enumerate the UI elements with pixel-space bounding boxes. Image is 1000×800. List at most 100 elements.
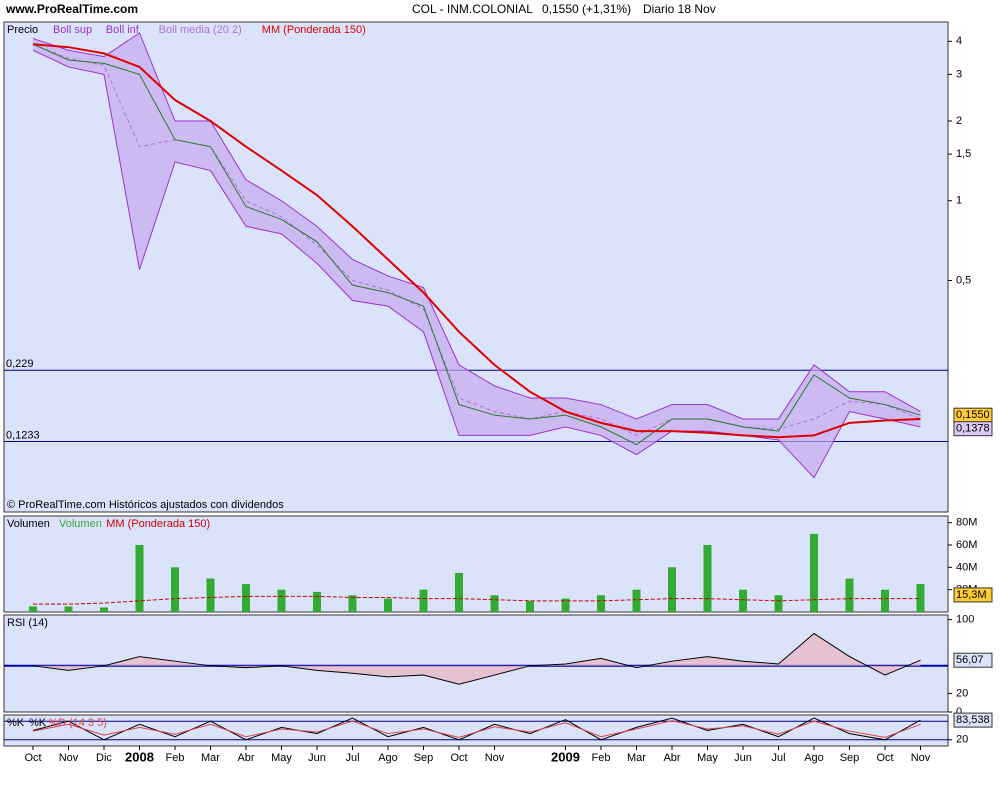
x-tick-label: Jul [345,752,359,764]
series-line [32,49,921,479]
volume-bar [526,600,534,612]
volume-bar [597,595,605,612]
legend-entry: MM (Ponderada 150) [262,24,366,36]
panel [3,714,949,747]
x-tick-label: Ago [378,752,398,764]
x-tick-label: Nov [485,752,505,764]
volume-bar [100,607,108,612]
x-tick-label: May [697,752,718,764]
last-value-label: 0,1378 [956,423,990,435]
x-tick-label: 2009 [551,749,580,764]
y-tick-label: 1 [956,195,962,207]
legend-entry: %D (14 3 5) [48,717,107,729]
last-value-label: 83,538 [956,714,990,726]
volume-bar [29,606,37,612]
legend-entry: Boll media (20 2) [159,24,242,36]
y-tick-label: 80M [956,517,977,529]
volume-bar [845,578,854,612]
rsi-area [33,633,921,685]
panel-label: Precio [7,24,38,36]
volume-bar [64,606,73,612]
bollinger-band [33,32,921,478]
x-tick-label: Oct [24,752,41,764]
panel-label: Volumen [7,518,50,530]
y-tick-label: 100 [956,614,974,626]
volume-bar [739,589,747,612]
volume-bar [313,591,321,612]
volume-bar [810,533,818,612]
volume-bar [916,584,925,612]
volume-bar [348,595,357,612]
volume-bar [277,589,286,612]
quote: 0,1550 (+1,31%) [542,2,631,16]
y-tick-label: 4 [956,35,962,47]
last-value-label: 0,1550 [956,409,990,421]
panel-label: RSI (14) [7,617,48,629]
y-tick-label: 0 [956,706,962,718]
x-tick-label: Mar [627,752,646,764]
volume-bar [490,595,499,612]
x-tick-label: Oct [450,752,467,764]
y-tick-label: 0,5 [956,274,971,286]
chart-title: COL - INM.COLONIAL [412,2,533,16]
last-value-box [953,712,993,728]
reference-label: 0,229 [6,358,34,370]
x-tick-label: Jul [771,752,785,764]
x-tick-label: May [271,752,292,764]
last-value-box [953,652,993,668]
volume-bar [135,545,144,612]
y-tick-label: 1,5 [956,148,971,160]
volume-bar [881,589,889,612]
x-tick-label: Sep [840,752,860,764]
y-tick-label: 3 [956,68,962,80]
volume-bar [171,567,179,612]
x-tick-label: Abr [663,752,680,764]
x-tick-label: Abr [237,752,254,764]
series-line [32,43,921,446]
volume-bar [668,567,676,612]
x-tick-label: Nov [911,752,931,764]
y-tick-label: 2 [956,115,962,127]
y-tick-label: 40M [956,561,977,573]
footer-note: © ProRealTime.com Históricos ajustados c… [7,499,284,511]
legend-entry: Boll sup [53,24,92,36]
x-tick-label: Mar [201,752,220,764]
last-value-label: 56,07 [956,654,984,666]
volume-bar [632,589,641,612]
volume-bar [384,598,392,612]
legend-entry: MM (Ponderada 150) [106,518,210,530]
y-tick-label: 20 [956,734,968,746]
series-line [33,595,921,605]
y-tick-label: 60M [956,539,977,551]
x-tick-label: Nov [59,752,79,764]
x-tick-label: Ago [804,752,824,764]
legend-entry: Volumen [59,518,102,530]
volume-bar [774,595,783,612]
volume-bar [561,598,570,612]
x-tick-label: Sep [414,752,434,764]
series-line [32,43,921,439]
x-tick-label: Oct [876,752,893,764]
last-value-label: 15,3M [956,589,987,601]
volume-bar [242,584,250,612]
legend-entry: %K [29,717,47,729]
reference-label: 0,1233 [6,429,40,441]
last-value-box [953,421,993,437]
x-tick-label: 2008 [125,749,154,764]
panel-label: %K [7,717,25,729]
y-tick-label: 20 [956,687,968,699]
x-tick-label: Feb [166,752,185,764]
panel [3,515,949,613]
legend-entry: Boll inf [106,24,140,36]
site-name: www.ProRealTime.com [5,2,138,16]
period: Diario 18 Nov [643,2,716,16]
series-line [32,632,921,685]
volume-bar [206,578,215,612]
series-line [32,32,921,420]
series-line [32,720,921,738]
x-tick-label: Dic [96,752,112,764]
volume-bar [455,572,463,612]
volume-bar [419,589,428,612]
x-tick-label: Jun [734,752,752,764]
